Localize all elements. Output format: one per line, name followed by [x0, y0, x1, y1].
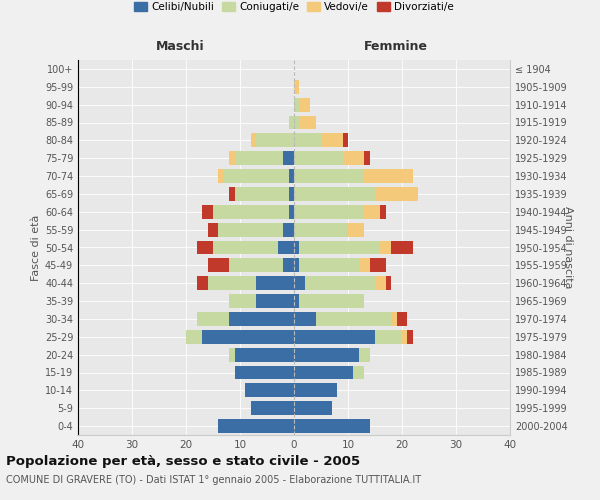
- Bar: [294, 276, 305, 290]
- Text: Femmine: Femmine: [364, 40, 428, 52]
- Bar: [294, 205, 364, 219]
- Bar: [229, 348, 235, 362]
- Bar: [245, 384, 294, 398]
- Bar: [202, 330, 294, 344]
- Bar: [229, 294, 256, 308]
- Text: Popolazione per età, sesso e stato civile - 2005: Popolazione per età, sesso e stato civil…: [6, 455, 360, 468]
- Bar: [202, 205, 213, 219]
- Bar: [278, 240, 294, 254]
- Bar: [299, 294, 364, 308]
- Bar: [251, 134, 256, 147]
- Bar: [218, 419, 294, 433]
- Bar: [186, 330, 202, 344]
- Y-axis label: Anni di nascita: Anni di nascita: [563, 206, 573, 289]
- Bar: [397, 312, 407, 326]
- Bar: [294, 222, 348, 236]
- Bar: [208, 258, 229, 272]
- Bar: [299, 116, 316, 130]
- Bar: [294, 419, 370, 433]
- Bar: [294, 240, 299, 254]
- Bar: [289, 169, 294, 183]
- Bar: [256, 134, 294, 147]
- Bar: [375, 276, 386, 290]
- Bar: [375, 330, 402, 344]
- Bar: [305, 276, 375, 290]
- Bar: [380, 240, 391, 254]
- Bar: [218, 169, 224, 183]
- Bar: [294, 330, 375, 344]
- Bar: [256, 276, 294, 290]
- Bar: [213, 205, 289, 219]
- Bar: [321, 134, 343, 147]
- Bar: [294, 80, 299, 94]
- Bar: [283, 151, 294, 165]
- Bar: [370, 258, 386, 272]
- Bar: [294, 401, 332, 415]
- Bar: [235, 187, 289, 201]
- Bar: [208, 276, 256, 290]
- Bar: [229, 151, 235, 165]
- Bar: [343, 134, 348, 147]
- Bar: [235, 366, 294, 380]
- Bar: [343, 151, 364, 165]
- Bar: [235, 348, 294, 362]
- Bar: [229, 258, 283, 272]
- Bar: [364, 151, 370, 165]
- Bar: [299, 258, 359, 272]
- Bar: [391, 240, 413, 254]
- Bar: [294, 312, 316, 326]
- Bar: [391, 312, 397, 326]
- Legend: Celibi/Nubili, Coniugati/e, Vedovi/e, Divorziati/e: Celibi/Nubili, Coniugati/e, Vedovi/e, Di…: [130, 0, 458, 16]
- Bar: [294, 169, 364, 183]
- Bar: [289, 205, 294, 219]
- Bar: [251, 401, 294, 415]
- Bar: [294, 384, 337, 398]
- Bar: [402, 330, 407, 344]
- Bar: [294, 151, 343, 165]
- Bar: [283, 258, 294, 272]
- Bar: [235, 151, 283, 165]
- Bar: [197, 312, 229, 326]
- Bar: [294, 98, 299, 112]
- Text: COMUNE DI GRAVERE (TO) - Dati ISTAT 1° gennaio 2005 - Elaborazione TUTTITALIA.IT: COMUNE DI GRAVERE (TO) - Dati ISTAT 1° g…: [6, 475, 421, 485]
- Bar: [283, 222, 294, 236]
- Bar: [294, 294, 299, 308]
- Bar: [289, 187, 294, 201]
- Bar: [213, 240, 278, 254]
- Bar: [359, 258, 370, 272]
- Bar: [316, 312, 391, 326]
- Bar: [294, 134, 321, 147]
- Y-axis label: Fasce di età: Fasce di età: [31, 214, 41, 280]
- Bar: [294, 348, 359, 362]
- Bar: [197, 276, 208, 290]
- Bar: [294, 116, 299, 130]
- Bar: [224, 169, 289, 183]
- Bar: [256, 294, 294, 308]
- Bar: [353, 366, 364, 380]
- Bar: [208, 222, 218, 236]
- Text: Maschi: Maschi: [155, 40, 205, 52]
- Bar: [299, 98, 310, 112]
- Bar: [364, 169, 413, 183]
- Bar: [289, 116, 294, 130]
- Bar: [294, 258, 299, 272]
- Bar: [375, 187, 418, 201]
- Bar: [386, 276, 391, 290]
- Bar: [218, 222, 283, 236]
- Bar: [407, 330, 413, 344]
- Bar: [364, 205, 380, 219]
- Bar: [294, 366, 353, 380]
- Bar: [197, 240, 213, 254]
- Bar: [229, 187, 235, 201]
- Bar: [348, 222, 364, 236]
- Bar: [359, 348, 370, 362]
- Bar: [294, 187, 375, 201]
- Bar: [299, 240, 380, 254]
- Bar: [229, 312, 294, 326]
- Bar: [380, 205, 386, 219]
